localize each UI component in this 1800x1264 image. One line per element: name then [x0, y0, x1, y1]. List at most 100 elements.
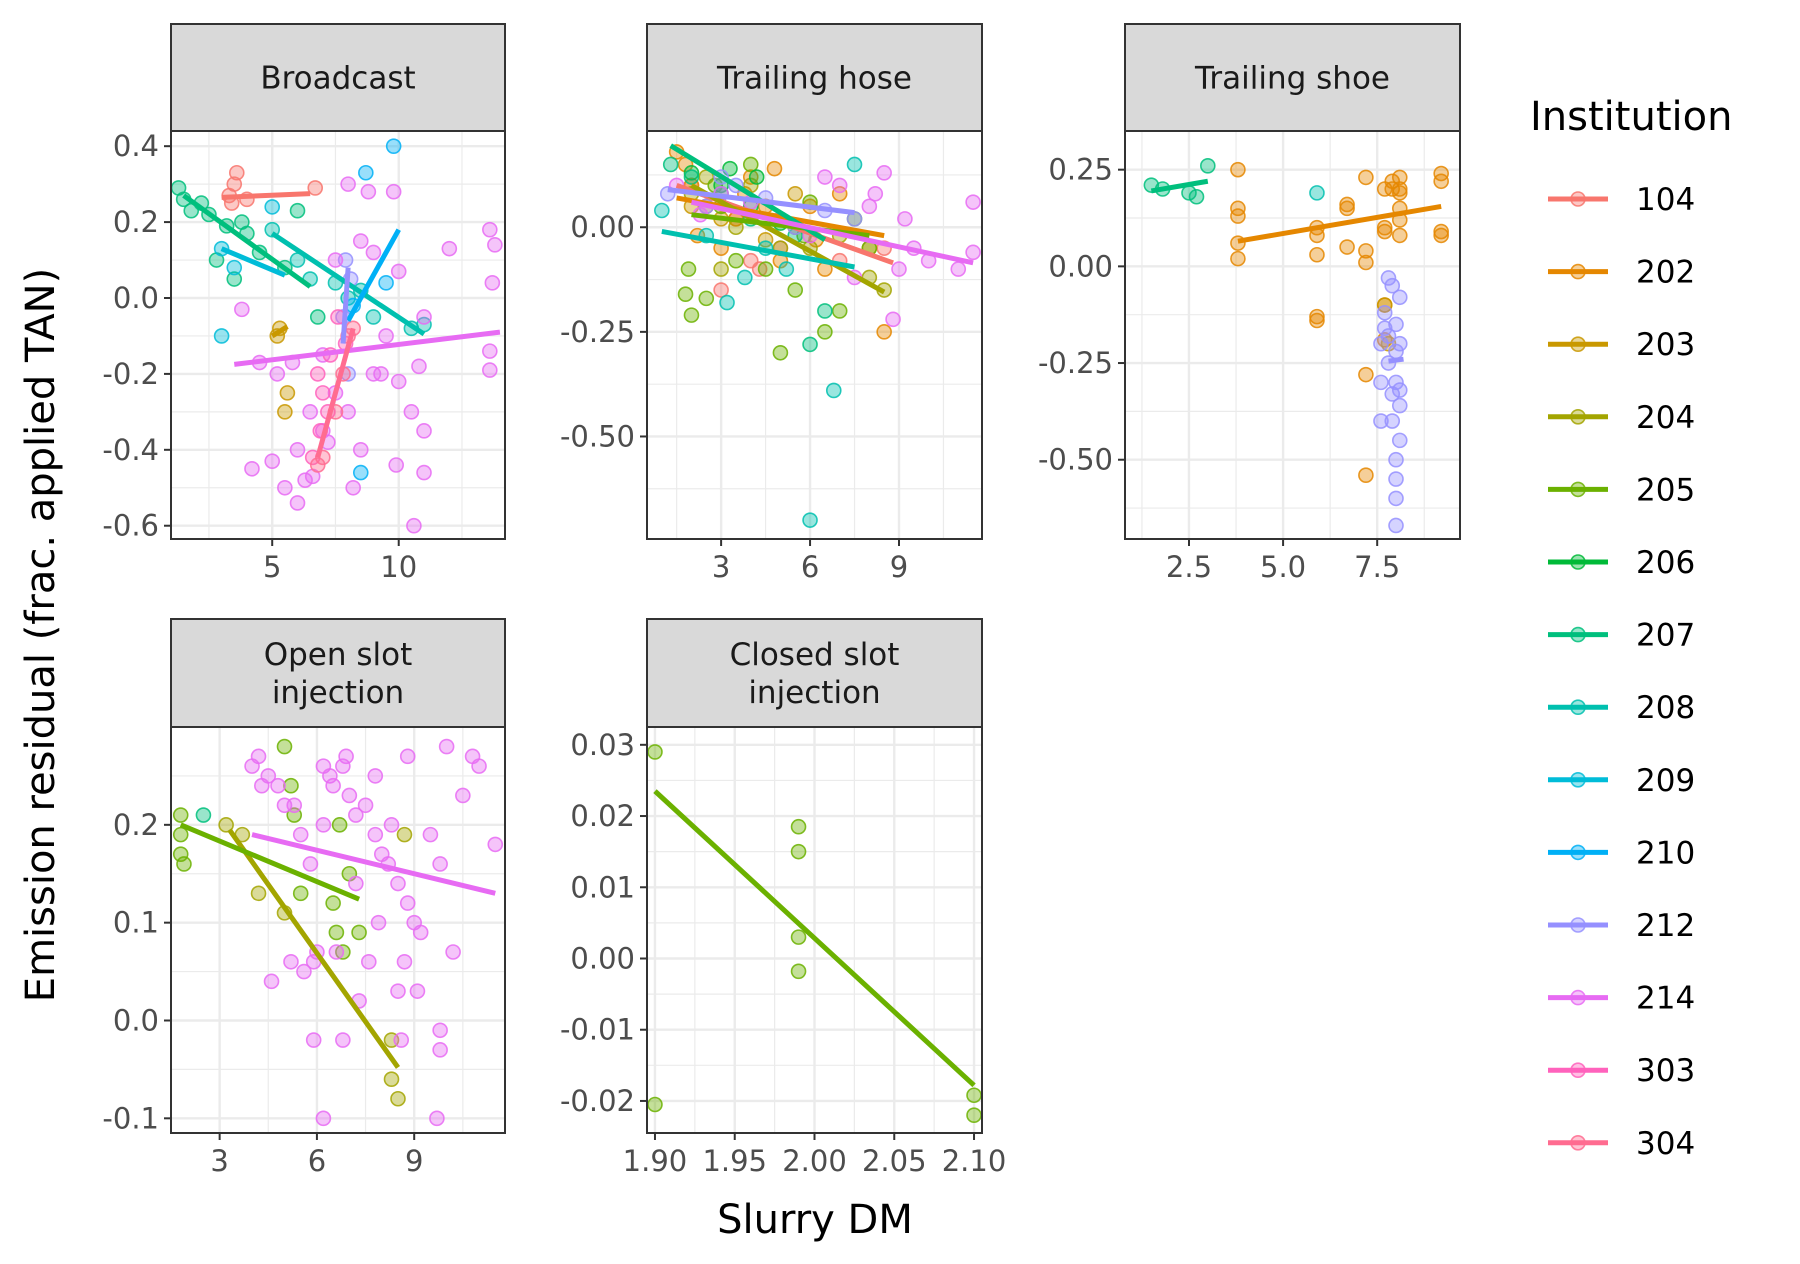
legend-item: 205 — [1548, 472, 1695, 508]
data-point-214 — [365, 244, 382, 261]
facet-strip-label: injection — [748, 675, 880, 711]
legend-item: 304 — [1548, 1126, 1695, 1162]
data-point-214 — [432, 1022, 448, 1039]
data-point-204 — [713, 261, 729, 277]
data-point-212 — [1380, 328, 1397, 344]
y-tick-label: 0.00 — [1048, 249, 1113, 283]
fit-line-214 — [690, 199, 974, 266]
data-point-205 — [325, 895, 341, 911]
data-point-214 — [338, 748, 354, 765]
data-point-202 — [1230, 208, 1246, 224]
data-point-104 — [713, 282, 729, 298]
legend-item: 202 — [1548, 255, 1695, 291]
data-point-214 — [432, 1042, 448, 1058]
data-point-207 — [226, 271, 243, 287]
data-point-104 — [751, 261, 768, 277]
panel-marks — [172, 738, 504, 1127]
data-point-214 — [315, 1110, 332, 1127]
data-point-203 — [757, 232, 774, 248]
data-point-210 — [358, 164, 374, 181]
fit-line-212 — [1388, 356, 1404, 364]
data-point-205 — [172, 807, 189, 823]
facet-panels: Broadcast 0.4 0.2 0.0 -0.2 -0.4 -0.6 5 10 Trailin… — [102, 23, 1461, 1178]
y-tick-label: 0.02 — [570, 799, 635, 833]
data-point-214 — [390, 263, 407, 280]
data-point-204 — [390, 1090, 406, 1107]
data-point-205 — [680, 261, 697, 277]
legend-item: 104 — [1548, 182, 1695, 218]
data-point-212 — [1391, 397, 1408, 414]
panel-gridlines — [1125, 131, 1460, 539]
data-point-214 — [388, 457, 404, 473]
data-point-214 — [340, 176, 356, 192]
data-point-202 — [1309, 312, 1325, 329]
facet-panel: Trailing hose 0.00 -0.25 -0.50 3 6 9 — [560, 23, 983, 584]
legend-key-point — [1570, 917, 1586, 933]
data-point-207 — [195, 807, 212, 823]
panel-border — [170, 130, 506, 540]
data-point-214 — [831, 177, 848, 194]
data-point-214 — [348, 807, 364, 823]
data-point-214 — [269, 366, 286, 382]
x-tick-label: 6 — [801, 550, 819, 584]
legend-title: Institution — [1530, 94, 1732, 140]
legend-key-point — [1570, 263, 1586, 280]
x-tick-label: 10 — [380, 550, 417, 584]
legend-key-point — [1570, 336, 1586, 353]
data-point-205 — [331, 817, 348, 833]
data-point-212 — [1373, 374, 1389, 391]
y-tick-label: -0.50 — [1038, 443, 1113, 477]
legend-key-point — [1570, 771, 1586, 788]
legend-item: 212 — [1548, 908, 1695, 944]
data-point-202 — [1433, 173, 1449, 190]
data-point-202 — [1339, 239, 1355, 255]
y-tick-label: 0.00 — [570, 941, 635, 975]
facet-strip — [1124, 23, 1461, 132]
data-point-214 — [399, 895, 416, 911]
y-tick-label: -0.02 — [560, 1084, 635, 1118]
data-point-214 — [378, 328, 394, 344]
data-point-214 — [482, 343, 498, 359]
data-point-214 — [289, 442, 306, 458]
fit-line-208 — [661, 228, 855, 270]
y-tick-label: 0.0 — [113, 281, 159, 315]
x-tick-label: 2.5 — [1166, 550, 1212, 584]
data-point-214 — [340, 404, 356, 420]
panel-border — [1124, 130, 1461, 540]
data-point-206 — [683, 165, 700, 181]
x-tick-label: 9 — [405, 1144, 423, 1178]
x-tick-label: 9 — [890, 550, 908, 584]
y-tick-label: -0.01 — [560, 1013, 635, 1047]
data-point-214 — [385, 183, 402, 200]
data-point-202 — [1358, 467, 1374, 483]
panel-background — [647, 131, 982, 539]
x-tick-label: 2.05 — [862, 1144, 927, 1178]
data-point-202 — [1433, 223, 1449, 240]
data-point-214 — [482, 221, 498, 238]
facet-panel: Trailing shoe 0.25 0.00 -0.25 -0.50 2.5 5.0 7.5 — [1038, 23, 1461, 584]
data-point-202 — [1230, 161, 1246, 178]
data-point-214 — [416, 464, 432, 481]
data-point-214 — [360, 183, 377, 200]
x-tick-label: 6 — [308, 1144, 326, 1178]
data-point-207 — [1188, 188, 1205, 205]
data-point-214 — [445, 944, 461, 960]
data-point-214 — [861, 198, 878, 215]
data-point-207 — [802, 336, 818, 353]
data-point-202 — [1433, 227, 1449, 244]
data-point-205 — [276, 738, 293, 755]
data-point-214 — [416, 309, 432, 325]
data-point-212 — [1376, 304, 1393, 321]
data-point-214 — [383, 817, 400, 833]
y-tick-label: -0.6 — [102, 509, 159, 543]
legend-key-point — [1570, 844, 1586, 861]
data-point-214 — [367, 826, 384, 843]
facet-strip-label: Closed slot — [730, 637, 900, 673]
data-point-214 — [234, 301, 250, 318]
fit-line-304 — [315, 327, 356, 459]
data-point-202 — [1339, 196, 1355, 213]
data-point-212 — [1391, 335, 1408, 352]
data-point-205 — [790, 843, 807, 860]
fit-line-204 — [690, 183, 886, 295]
